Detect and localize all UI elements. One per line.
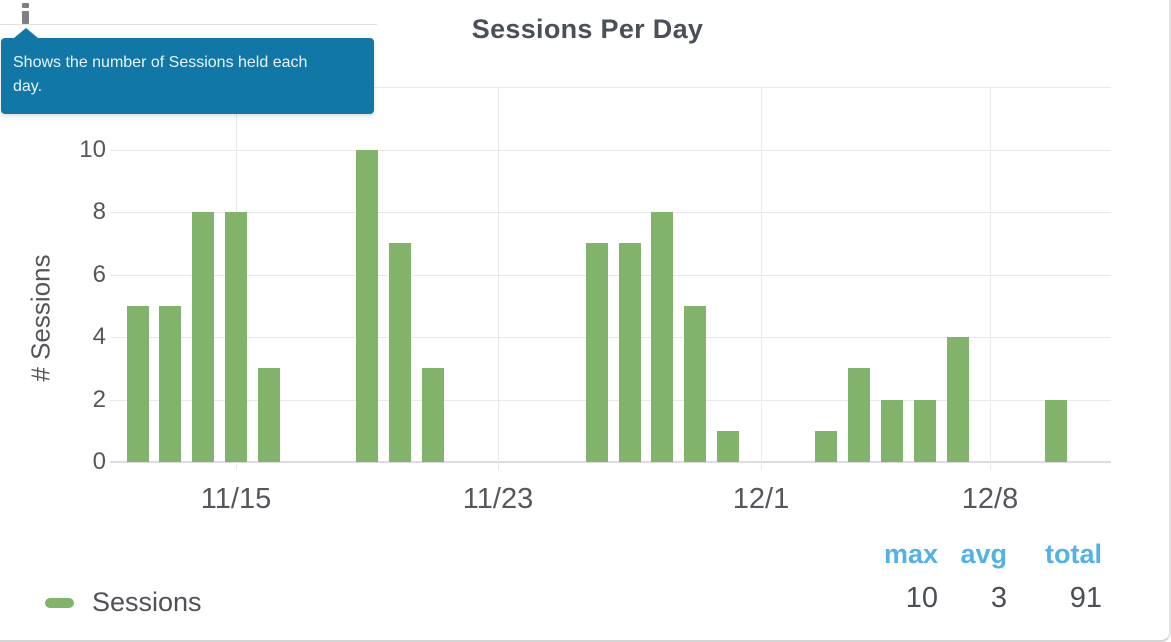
v-gridline-12/8 bbox=[990, 87, 991, 470]
y-tick-label-10: 10 bbox=[79, 136, 106, 163]
stats-header-avg: avg bbox=[960, 539, 1007, 569]
legend[interactable]: Sessions bbox=[45, 587, 202, 618]
bar-11/27[interactable] bbox=[619, 243, 641, 462]
h-gridline-4 bbox=[110, 337, 1111, 338]
plot-area bbox=[110, 87, 1111, 470]
stats-header-total: total bbox=[1045, 539, 1102, 569]
bar-11/26[interactable] bbox=[586, 243, 608, 462]
legend-label: Sessions bbox=[92, 587, 202, 617]
x-axis-baseline bbox=[110, 461, 1111, 463]
bar-11/29[interactable] bbox=[684, 305, 706, 462]
v-gridline-12/1 bbox=[761, 87, 762, 470]
info-icon-dot bbox=[22, 3, 29, 8]
divider-line bbox=[0, 24, 377, 25]
x-tick-label-11/15: 11/15 bbox=[200, 483, 272, 515]
bar-11/13[interactable] bbox=[159, 305, 181, 462]
bar-12/3[interactable] bbox=[815, 430, 837, 462]
chart-title: Sessions Per Day bbox=[471, 14, 704, 44]
stats-value-total: 91 bbox=[1069, 582, 1102, 614]
bar-11/20[interactable] bbox=[389, 243, 411, 462]
x-tick-label-11/23: 11/23 bbox=[462, 483, 534, 515]
bar-12/6[interactable] bbox=[914, 399, 936, 462]
bar-12/7[interactable] bbox=[947, 337, 969, 462]
y-tick-label-0: 0 bbox=[92, 448, 106, 475]
bar-11/19[interactable] bbox=[356, 149, 378, 462]
y-tick-label-2: 2 bbox=[92, 386, 106, 413]
tooltip-text: Shows the number of Sessions held each d… bbox=[13, 54, 308, 95]
h-gridline-2 bbox=[110, 399, 1111, 401]
bar-11/21[interactable] bbox=[422, 368, 444, 462]
h-gridline-12 bbox=[110, 87, 1111, 88]
stats-value-max: 10 bbox=[905, 582, 938, 614]
v-gridline-11/23 bbox=[498, 87, 499, 470]
bar-12/4[interactable] bbox=[848, 368, 870, 462]
stats-table: max avg total 10 3 91 bbox=[868, 539, 1102, 613]
info-icon-stem bbox=[22, 11, 29, 24]
legend-swatch-sessions bbox=[45, 597, 74, 608]
y-tick-label-4: 4 bbox=[92, 323, 106, 350]
h-gridline-10 bbox=[110, 149, 1111, 151]
y-tick-label-8: 8 bbox=[92, 198, 106, 225]
bar-11/28[interactable] bbox=[651, 212, 673, 462]
tooltip-caret bbox=[14, 28, 38, 38]
h-gridline-6 bbox=[110, 274, 1111, 276]
x-tick-label-12/1: 12/1 bbox=[732, 483, 790, 515]
bar-11/12[interactable] bbox=[127, 305, 149, 462]
stats-header-max: max bbox=[883, 539, 938, 569]
y-tick-label-6: 6 bbox=[92, 261, 106, 288]
info-icon[interactable] bbox=[22, 3, 29, 24]
bar-11/30[interactable] bbox=[717, 430, 739, 462]
bar-12/10[interactable] bbox=[1045, 399, 1067, 462]
x-tick-label-12/8: 12/8 bbox=[961, 483, 1019, 515]
stats-value-avg: 3 bbox=[990, 582, 1007, 614]
bar-12/5[interactable] bbox=[881, 399, 903, 462]
h-gridline-8 bbox=[110, 212, 1111, 213]
bar-11/15[interactable] bbox=[225, 212, 247, 462]
bar-11/16[interactable] bbox=[258, 368, 280, 462]
info-tooltip: Shows the number of Sessions held each d… bbox=[1, 38, 374, 114]
bar-11/14[interactable] bbox=[192, 212, 214, 462]
